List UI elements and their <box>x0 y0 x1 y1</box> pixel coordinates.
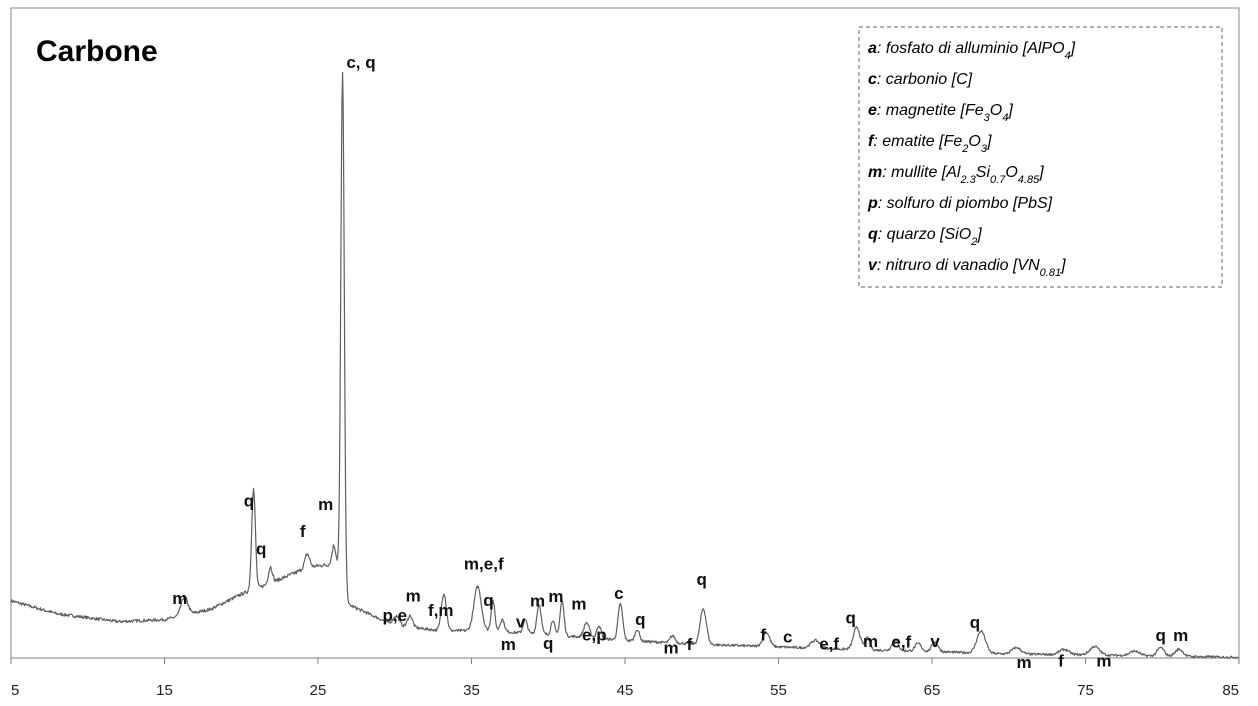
peak-label: f <box>1058 651 1064 670</box>
peak-label: c <box>614 584 623 603</box>
peak-label: q <box>543 634 553 653</box>
peak-label: f <box>300 522 306 541</box>
peak-label: m <box>501 635 516 654</box>
peak-label: p,e <box>382 606 407 625</box>
peak-label: m <box>548 587 563 606</box>
peak-label: q <box>483 591 493 610</box>
peak-label: m <box>1096 651 1111 670</box>
peak-label: q <box>970 613 980 632</box>
peak-label: m <box>1017 653 1032 672</box>
x-tick-label: 25 <box>310 682 327 699</box>
x-tick-label: 45 <box>617 682 634 699</box>
peak-label: q <box>845 609 855 628</box>
x-tick-label: 15 <box>156 682 173 699</box>
legend-entry: q: quarzo [SiO2] <box>868 226 982 248</box>
peak-label: m,e,f <box>464 555 504 574</box>
peak-label: q <box>635 610 645 629</box>
legend-entry: v: nitruro di vanadio [VN0.81] <box>868 257 1066 279</box>
legend-entry: m: mullite [Al2.3Si0.7O4.85] <box>868 164 1044 186</box>
peak-label: q <box>1156 626 1166 645</box>
x-tick-label: 55 <box>770 682 787 699</box>
legend-entry: c: carbonio [C] <box>868 71 973 88</box>
peak-label: c, q <box>346 53 375 72</box>
peak-label: e,p <box>582 625 607 644</box>
peak-label: m <box>318 495 333 514</box>
peak-label: q <box>244 492 254 511</box>
peak-label: m <box>1173 626 1188 645</box>
peak-label: m <box>172 589 187 608</box>
legend-entry: f: ematite [Fe2O3] <box>868 133 992 155</box>
x-axis-ticks: 5 15 25 35 45 55 65 75 85 <box>10 658 1240 699</box>
peak-label: m <box>571 594 586 613</box>
peak-label: m <box>663 638 678 657</box>
peak-label: q <box>697 570 707 589</box>
legend-entry: e: magnetite [Fe3O4] <box>868 102 1013 124</box>
peak-label: m <box>863 632 878 651</box>
legend-box <box>858 26 1223 288</box>
x-tick-label: 65 <box>924 682 941 699</box>
peak-label: m <box>530 592 545 611</box>
legend-entry: p: solfuro di piombo [PbS] <box>867 195 1053 212</box>
peak-label: m <box>406 586 421 605</box>
peak-label: f <box>687 635 693 654</box>
x-tick-label: 85 <box>1222 682 1239 699</box>
peak-label: f <box>760 625 766 644</box>
peak-label: e,f <box>891 633 911 652</box>
diffraction-pattern-line <box>10 71 1240 659</box>
peak-label: c <box>783 627 792 646</box>
peak-label: v <box>516 612 526 631</box>
peak-label: q <box>256 540 266 559</box>
peak-label: e,f <box>819 635 839 654</box>
peak-label: v <box>930 632 940 651</box>
chart-title: Carbone <box>36 35 158 68</box>
legend: a: fosfato di alluminio [AlPO4] c: carbon… <box>867 40 1076 279</box>
peak-label: f,m <box>428 601 454 620</box>
x-tick-label: 35 <box>463 682 480 699</box>
legend-entry: a: fosfato di alluminio [AlPO4] <box>868 40 1076 62</box>
x-tick-label: 5 <box>11 682 19 699</box>
x-tick-label: 75 <box>1077 682 1094 699</box>
